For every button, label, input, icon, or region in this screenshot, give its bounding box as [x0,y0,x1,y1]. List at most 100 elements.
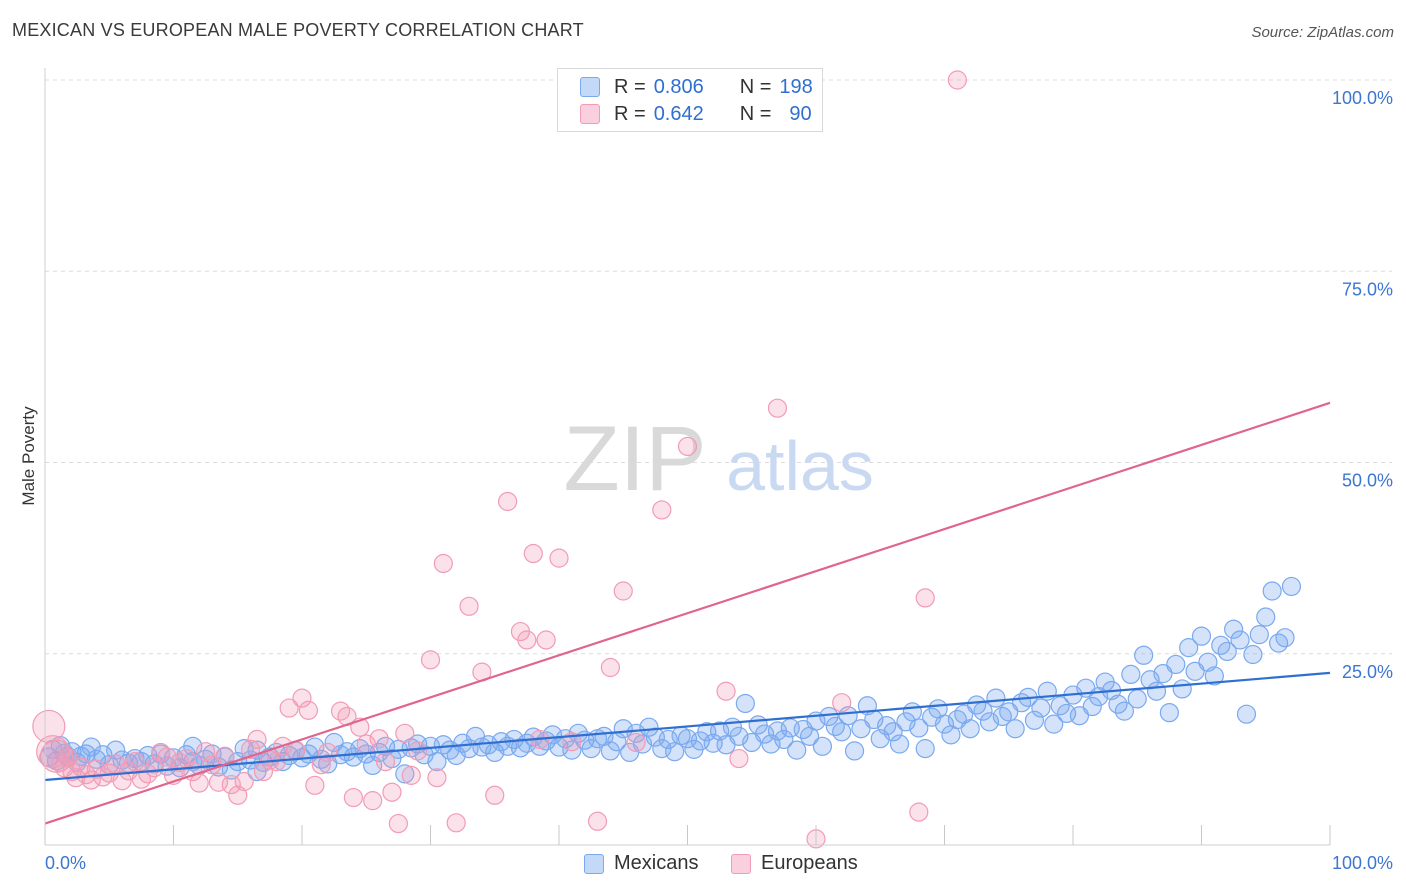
mexicans-point [1172,679,1192,699]
mexicans-point [1224,619,1244,639]
mexicans-point [1191,626,1212,646]
legend-n-value: 198 [779,75,813,98]
europeans-point [433,553,453,574]
mexicans-point [1179,638,1199,658]
mexicans-point [1268,633,1289,653]
mexicans-point [1031,698,1051,718]
europeans-point [767,398,788,418]
watermark: ZIP atlas [563,408,874,510]
legend-n-label: N = [739,75,772,98]
legend-item-mexicans: Mexicans [584,852,698,875]
mexicans-point [106,740,126,760]
legend-n-value: 90 [789,102,812,125]
mexicans-point [1275,628,1295,648]
mexicans-point [1146,681,1167,701]
legend-row-mexicans: R = 0.806 N = 198 [580,74,813,100]
mexicans-point [1204,666,1224,686]
y-axis-label: Male Poverty [19,406,38,506]
europeans-point [420,650,441,670]
europeans-point [189,773,209,793]
mexicans-point [979,712,1000,732]
grid-layer [45,79,1392,655]
mexicans-point [825,716,845,737]
x-tick-label: 0.0% [45,853,86,873]
mexicans-point [1217,641,1237,662]
mexicans-point [1005,719,1025,739]
europeans-point [292,688,312,708]
europeans-point [157,747,177,767]
trend-layer [44,401,1331,825]
mexicans-point [1127,689,1147,709]
legend-n-label: N = [739,102,772,125]
mexicans-trend-line [44,671,1331,782]
points-layer [32,70,1302,849]
europeans-point [626,732,646,753]
europeans-point [677,436,698,457]
legend-label-europeans: Europeans [761,852,858,874]
mexicans-point [883,722,903,742]
mexicans-point [1249,625,1269,645]
mexicans-point [183,736,203,756]
legend-r-label: R = [614,102,646,125]
europeans-point [86,759,107,779]
watermark-zip: ZIP [563,408,706,510]
europeans-point [652,500,672,520]
y-tick-label: 100.0% [1332,88,1393,108]
europeans-point [76,765,96,785]
europeans-point [523,543,543,564]
mexicans-point [530,736,550,756]
europeans-point [498,491,518,512]
legend-label-mexicans: Mexicans [614,852,699,874]
europeans-point [915,588,935,608]
mexicans-point [81,737,101,757]
mexicans-point [1114,701,1135,721]
mexicans-point [658,729,678,750]
axis-layer: 25.0% 50.0% 75.0% 100.0% 0.0% 100.0% [44,68,1393,873]
europeans-swatch-icon [580,104,600,124]
mexicans-point [812,736,833,756]
europeans-point [832,693,852,713]
legend-row-europeans: R = 0.642 N = 90 [580,101,812,127]
mexicans-point [1243,644,1263,665]
europeans-point [947,70,967,90]
europeans-point [446,813,466,833]
y-tick-label: 75.0% [1342,279,1393,299]
mexicans-point [774,729,794,750]
mexicans-point [639,717,659,737]
mexicans-swatch-icon [580,77,600,97]
mexicans-point [1262,581,1282,601]
europeans-point [369,729,389,749]
europeans-point [517,630,537,650]
europeans-point [318,742,338,763]
europeans-point [234,771,254,792]
mexicans-point [735,693,755,714]
europeans-trend-line [44,401,1331,825]
legend-r-label: R = [614,75,646,98]
europeans-point [587,811,608,831]
mexicans-point [1256,607,1276,627]
mexicans-point [1281,576,1302,597]
europeans-point [427,768,447,788]
europeans-point [395,723,415,743]
mexicans-point [395,764,415,784]
mexicans-legend-icon [584,853,604,874]
mexicans-point [909,718,929,738]
europeans-point [613,581,633,601]
europeans-point [600,657,621,678]
mexicans-point [1159,703,1179,723]
stats-legend: R = 0.806 N = 198 R = 0.642 N = 90 [557,68,823,132]
mexicans-point [305,737,325,757]
watermark-atlas: atlas [726,427,874,505]
legend-r-value: 0.806 [653,75,704,98]
legend-r-value: 0.642 [653,102,704,125]
mexicans-point [1044,714,1064,734]
mexicans-point [581,739,601,759]
chart-source: Source: ZipAtlas.com [1251,24,1394,41]
mexicans-point [1121,664,1141,685]
mexicans-point [787,740,807,760]
europeans-legend-icon [731,853,751,874]
mexicans-point [902,702,922,722]
europeans-point [909,802,929,822]
mexicans-point [1230,630,1250,650]
